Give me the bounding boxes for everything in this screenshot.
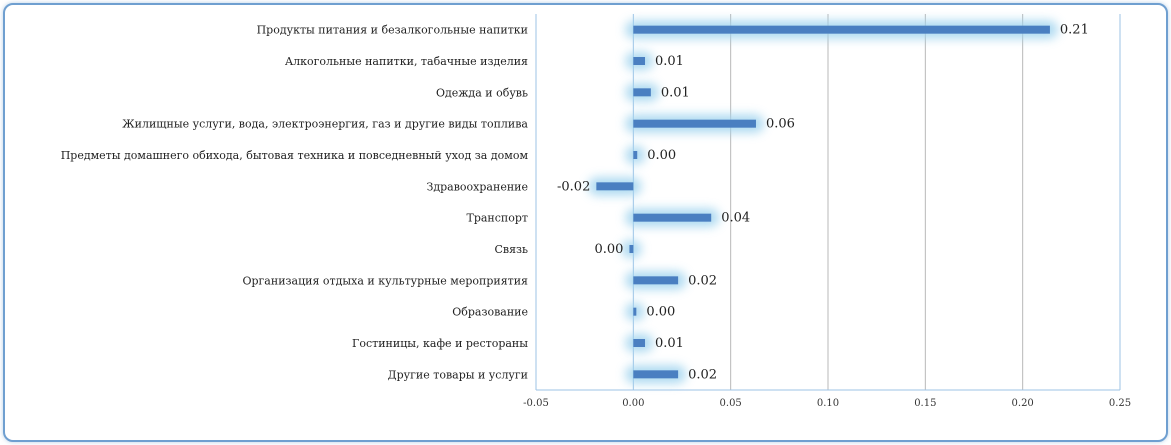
category-label: Продукты питания и безалкогольные напитк… xyxy=(257,24,528,37)
bar xyxy=(633,25,1050,34)
category-label: Гостиницы, кафе и рестораны xyxy=(352,337,528,350)
chart-frame xyxy=(3,3,1168,442)
category-label: Алкогольные напитки, табачные изделия xyxy=(285,55,528,68)
value-label: 0.01 xyxy=(661,85,690,100)
value-label: 0.01 xyxy=(655,54,684,69)
bar xyxy=(596,182,634,191)
value-label: 0.02 xyxy=(688,273,717,288)
category-label: Другие товары и услуги xyxy=(388,368,528,381)
bar xyxy=(633,370,679,379)
value-label: 0.00 xyxy=(647,148,676,163)
bar xyxy=(633,57,646,65)
x-tick-label: 0.15 xyxy=(914,398,936,409)
value-label: -0.02 xyxy=(557,179,590,194)
bar xyxy=(633,119,756,128)
category-label: Образование xyxy=(452,306,528,319)
bar xyxy=(633,151,638,159)
gridlines xyxy=(535,14,1121,391)
value-label: 0.21 xyxy=(1060,23,1089,38)
category-label: Организация отдыха и культурные мероприя… xyxy=(242,274,528,287)
category-label: Предметы домашнего обихода, бытовая техн… xyxy=(61,149,529,162)
value-label: 0.00 xyxy=(646,305,675,320)
value-label: 0.06 xyxy=(766,117,795,132)
category-labels: Продукты питания и безалкогольные напитк… xyxy=(61,24,529,382)
value-label: 0.00 xyxy=(594,242,623,257)
value-label: 0.02 xyxy=(688,367,717,382)
bar xyxy=(633,213,712,222)
category-label: Связь xyxy=(494,243,528,256)
x-tick-label: -0.05 xyxy=(523,398,549,409)
bars xyxy=(596,25,1050,379)
x-tick-label: 0.00 xyxy=(622,398,644,409)
x-tick-label: 0.20 xyxy=(1012,398,1034,409)
bar xyxy=(633,339,646,347)
category-label: Транспорт xyxy=(466,212,528,225)
bar xyxy=(633,307,637,316)
bar xyxy=(633,88,651,97)
value-label: 0.04 xyxy=(721,211,750,226)
x-axis-ticks: -0.05 0.00 0.05 0.10 0.15 0.20 0.25 xyxy=(523,398,1131,409)
category-label: Одежда и обувь xyxy=(436,86,528,99)
bar xyxy=(629,245,634,253)
bar-glows xyxy=(588,20,1058,384)
x-tick-label: 0.05 xyxy=(720,398,742,409)
category-label: Здравоохранение xyxy=(427,180,528,193)
value-labels: 0.21 0.01 0.01 0.06 0.00 -0.02 0.04 0.00 0.02 0.0… xyxy=(557,23,1089,383)
category-label: Жилищные услуги, вода, электроэнергия, г… xyxy=(122,118,528,131)
bar xyxy=(633,276,679,285)
value-label: 0.01 xyxy=(655,336,684,351)
x-tick-label: 0.25 xyxy=(1109,398,1131,409)
x-tick-label: 0.10 xyxy=(817,398,839,409)
